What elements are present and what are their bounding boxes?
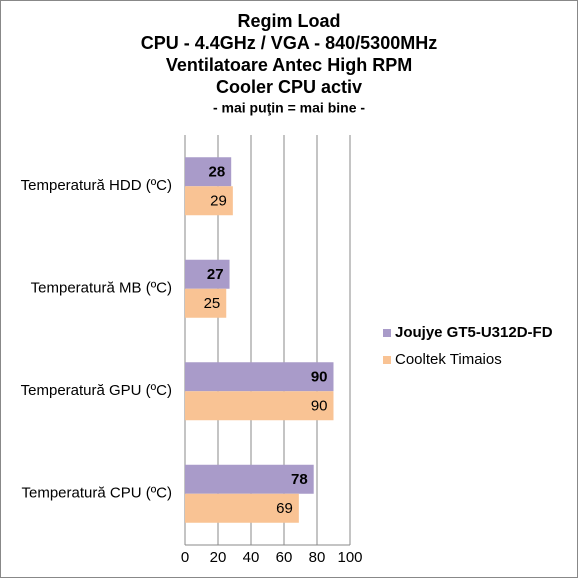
chart-title: CPU - 4.4GHz / VGA - 840/5300MHz xyxy=(141,33,437,53)
y-tick-label: Temperatură HDD (ºC) xyxy=(21,177,172,194)
legend-label: Cooltek Timaios xyxy=(395,351,502,368)
chart-title: Cooler CPU activ xyxy=(216,77,362,97)
legend-label: Joujye GT5-U312D-FD xyxy=(395,324,553,341)
value-label: 69 xyxy=(276,500,293,517)
x-tick-label: 80 xyxy=(309,549,326,566)
chart-title: Regim Load xyxy=(237,11,340,31)
bar xyxy=(185,464,314,494)
bar xyxy=(185,259,230,289)
x-tick-label: 60 xyxy=(276,549,293,566)
bar xyxy=(185,288,227,318)
bar xyxy=(185,157,232,187)
value-label: 78 xyxy=(291,471,308,488)
bar xyxy=(185,493,299,523)
value-label: 29 xyxy=(210,193,227,210)
bar xyxy=(185,362,334,392)
x-tick-label: 0 xyxy=(181,549,189,566)
bar xyxy=(185,391,334,421)
value-label: 28 xyxy=(209,164,226,181)
value-label: 90 xyxy=(311,398,328,415)
x-tick-label: 20 xyxy=(210,549,227,566)
value-label: 25 xyxy=(204,295,221,312)
y-tick-label: Temperatură GPU (ºC) xyxy=(21,382,172,399)
y-tick-label: Temperatură CPU (ºC) xyxy=(21,485,172,502)
chart-title: Ventilatoare Antec High RPM xyxy=(166,55,412,75)
legend-swatch xyxy=(383,329,391,337)
x-tick-label: 100 xyxy=(337,549,362,566)
chart-subtitle: - mai puţin = mai bine - xyxy=(213,100,365,116)
legend-swatch xyxy=(383,356,391,364)
y-tick-label: Temperatură MB (ºC) xyxy=(31,280,172,297)
bar xyxy=(185,186,233,216)
value-label: 27 xyxy=(207,266,224,283)
value-label: 90 xyxy=(311,369,328,386)
x-tick-label: 40 xyxy=(243,549,260,566)
